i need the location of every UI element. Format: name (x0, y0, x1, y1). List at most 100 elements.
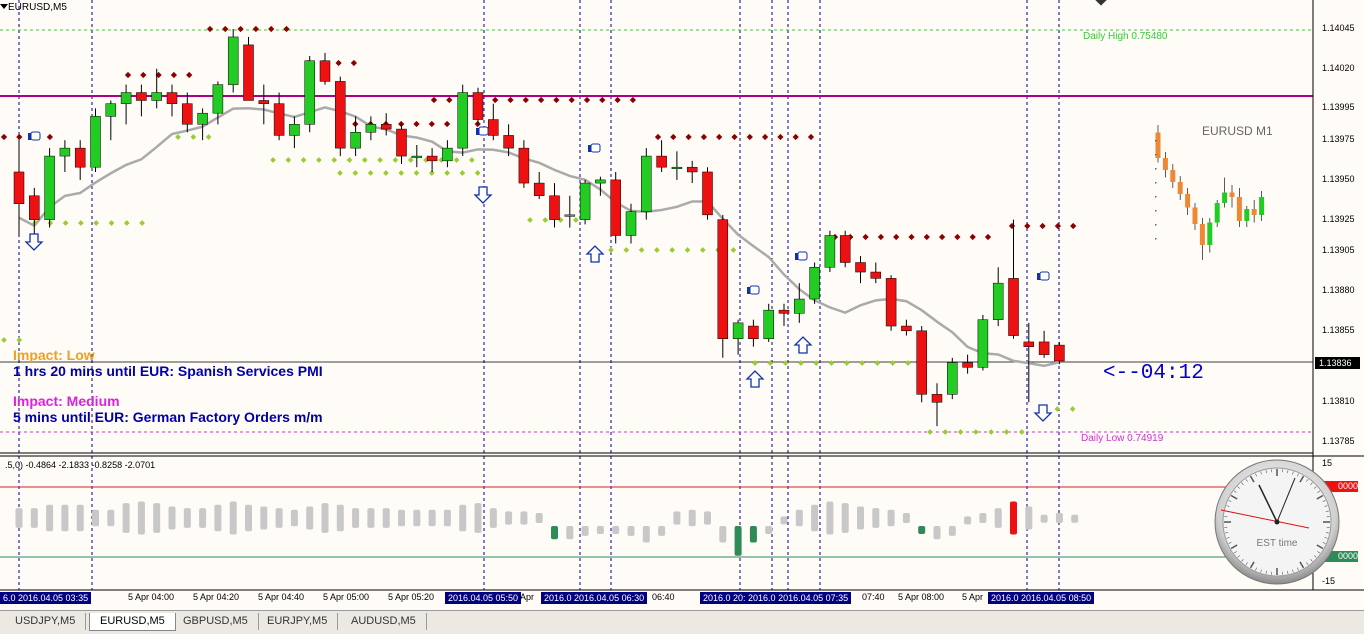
resistance-dot (237, 26, 243, 32)
candle-body (825, 236, 835, 268)
histogram-bar (230, 502, 237, 535)
symbol-tab[interactable]: USDJPY,M5 (5, 613, 86, 630)
support-dot (93, 220, 99, 226)
resistance-dot (808, 134, 814, 140)
daily-high-label: Daily High 0.75480 (1083, 31, 1168, 42)
candle-body (152, 93, 162, 101)
candle-body (458, 93, 468, 149)
histogram-bar (475, 503, 482, 533)
time-axis-label: Apr (520, 592, 534, 602)
candle (733, 320, 743, 355)
thumb-icon (28, 132, 40, 140)
price-axis-label: 1.14020 (1322, 63, 1355, 73)
resistance-dot (954, 234, 960, 240)
histogram-bar (689, 510, 696, 527)
candle-body (167, 93, 177, 104)
inset-candle-body (1200, 224, 1205, 245)
candle (657, 140, 667, 172)
inset-candle-body (1237, 197, 1242, 221)
resistance-dot (538, 97, 544, 103)
histogram-bar (199, 508, 206, 528)
inset-candle (1156, 125, 1161, 163)
support-dot (752, 360, 758, 366)
resistance-dot (335, 60, 341, 66)
thumb-icon (747, 286, 759, 294)
chart-window[interactable]: EURUSD,M5 Daily High 0.75480 Daily Low 0… (0, 0, 1364, 610)
symbol-tab[interactable]: EURUSD,M5 (89, 613, 176, 631)
candle (794, 283, 804, 323)
candle-body (1054, 345, 1064, 361)
candle (335, 77, 345, 156)
histogram-bar (964, 516, 971, 524)
histogram-bar (551, 526, 558, 539)
candle (60, 140, 70, 172)
inset-marker (1155, 196, 1157, 198)
histogram-bar (184, 508, 191, 528)
time-axis-highlight: 2016.0 2016.04.05 06:30 (541, 592, 647, 604)
candle-body (978, 320, 988, 368)
histogram-bar (781, 516, 788, 524)
main-chart[interactable] (0, 0, 1364, 610)
candle-body (733, 323, 743, 339)
candle-body (91, 116, 101, 167)
support-dot (890, 360, 896, 366)
histogram-bar (123, 503, 130, 533)
symbol-tab[interactable]: EURJPY,M5 (257, 613, 338, 630)
support-dot (829, 360, 835, 366)
candle (901, 320, 911, 336)
candle-body (519, 148, 529, 183)
support-dot (813, 360, 819, 366)
symbol-tab[interactable]: AUDUSD,M5 (341, 613, 427, 630)
candle-body (198, 113, 208, 124)
candle (825, 231, 835, 272)
candle (580, 180, 590, 224)
histogram-bar (719, 526, 726, 543)
candle-body (136, 93, 146, 101)
candle-body (29, 196, 39, 220)
candle-body (60, 148, 70, 156)
thumb-icon (588, 144, 600, 152)
support-dot (368, 170, 374, 176)
inset-candle-body (1230, 193, 1235, 198)
candle (351, 116, 361, 156)
candle-body (657, 156, 667, 167)
resistance-dot (569, 97, 575, 103)
inset-candle (1252, 200, 1257, 223)
candle (993, 267, 1003, 326)
price-axis-label: 1.13995 (1322, 102, 1355, 112)
support-dot (639, 247, 645, 253)
symbol-tab[interactable]: GBPUSD,M5 (173, 613, 259, 630)
resistance-dot (444, 121, 450, 127)
resistance-dot (1, 134, 7, 140)
candle (840, 231, 850, 268)
support-dot (527, 217, 533, 223)
candle-body (412, 156, 422, 158)
sell-arrow-icon (475, 187, 491, 203)
inset-candle (1185, 188, 1190, 215)
resistance-dot (1039, 223, 1045, 229)
candle (672, 151, 682, 180)
resistance-dot (685, 134, 691, 140)
candle-body (1009, 278, 1019, 335)
candle-body (856, 263, 866, 273)
histogram-bar (796, 510, 803, 527)
support-dot (942, 429, 948, 435)
sell-arrow-icon (1035, 405, 1051, 421)
time-axis-label: 07:40 (862, 592, 885, 602)
support-dot (958, 429, 964, 435)
support-dot (285, 157, 291, 163)
candle (228, 29, 238, 93)
support-dot (301, 157, 307, 163)
inset-candle-body (1178, 182, 1183, 194)
inset-candle (1244, 206, 1249, 227)
time-axis-label: 5 Apr 04:00 (128, 592, 174, 602)
candle (488, 104, 498, 141)
histogram-bar (352, 508, 359, 528)
support-dot (78, 220, 84, 226)
support-dot (905, 360, 911, 366)
resistance-dot (670, 134, 676, 140)
candle-body (45, 156, 55, 220)
candle (167, 85, 177, 117)
inset-candle (1230, 185, 1235, 208)
thumb-icon-body (591, 144, 600, 152)
